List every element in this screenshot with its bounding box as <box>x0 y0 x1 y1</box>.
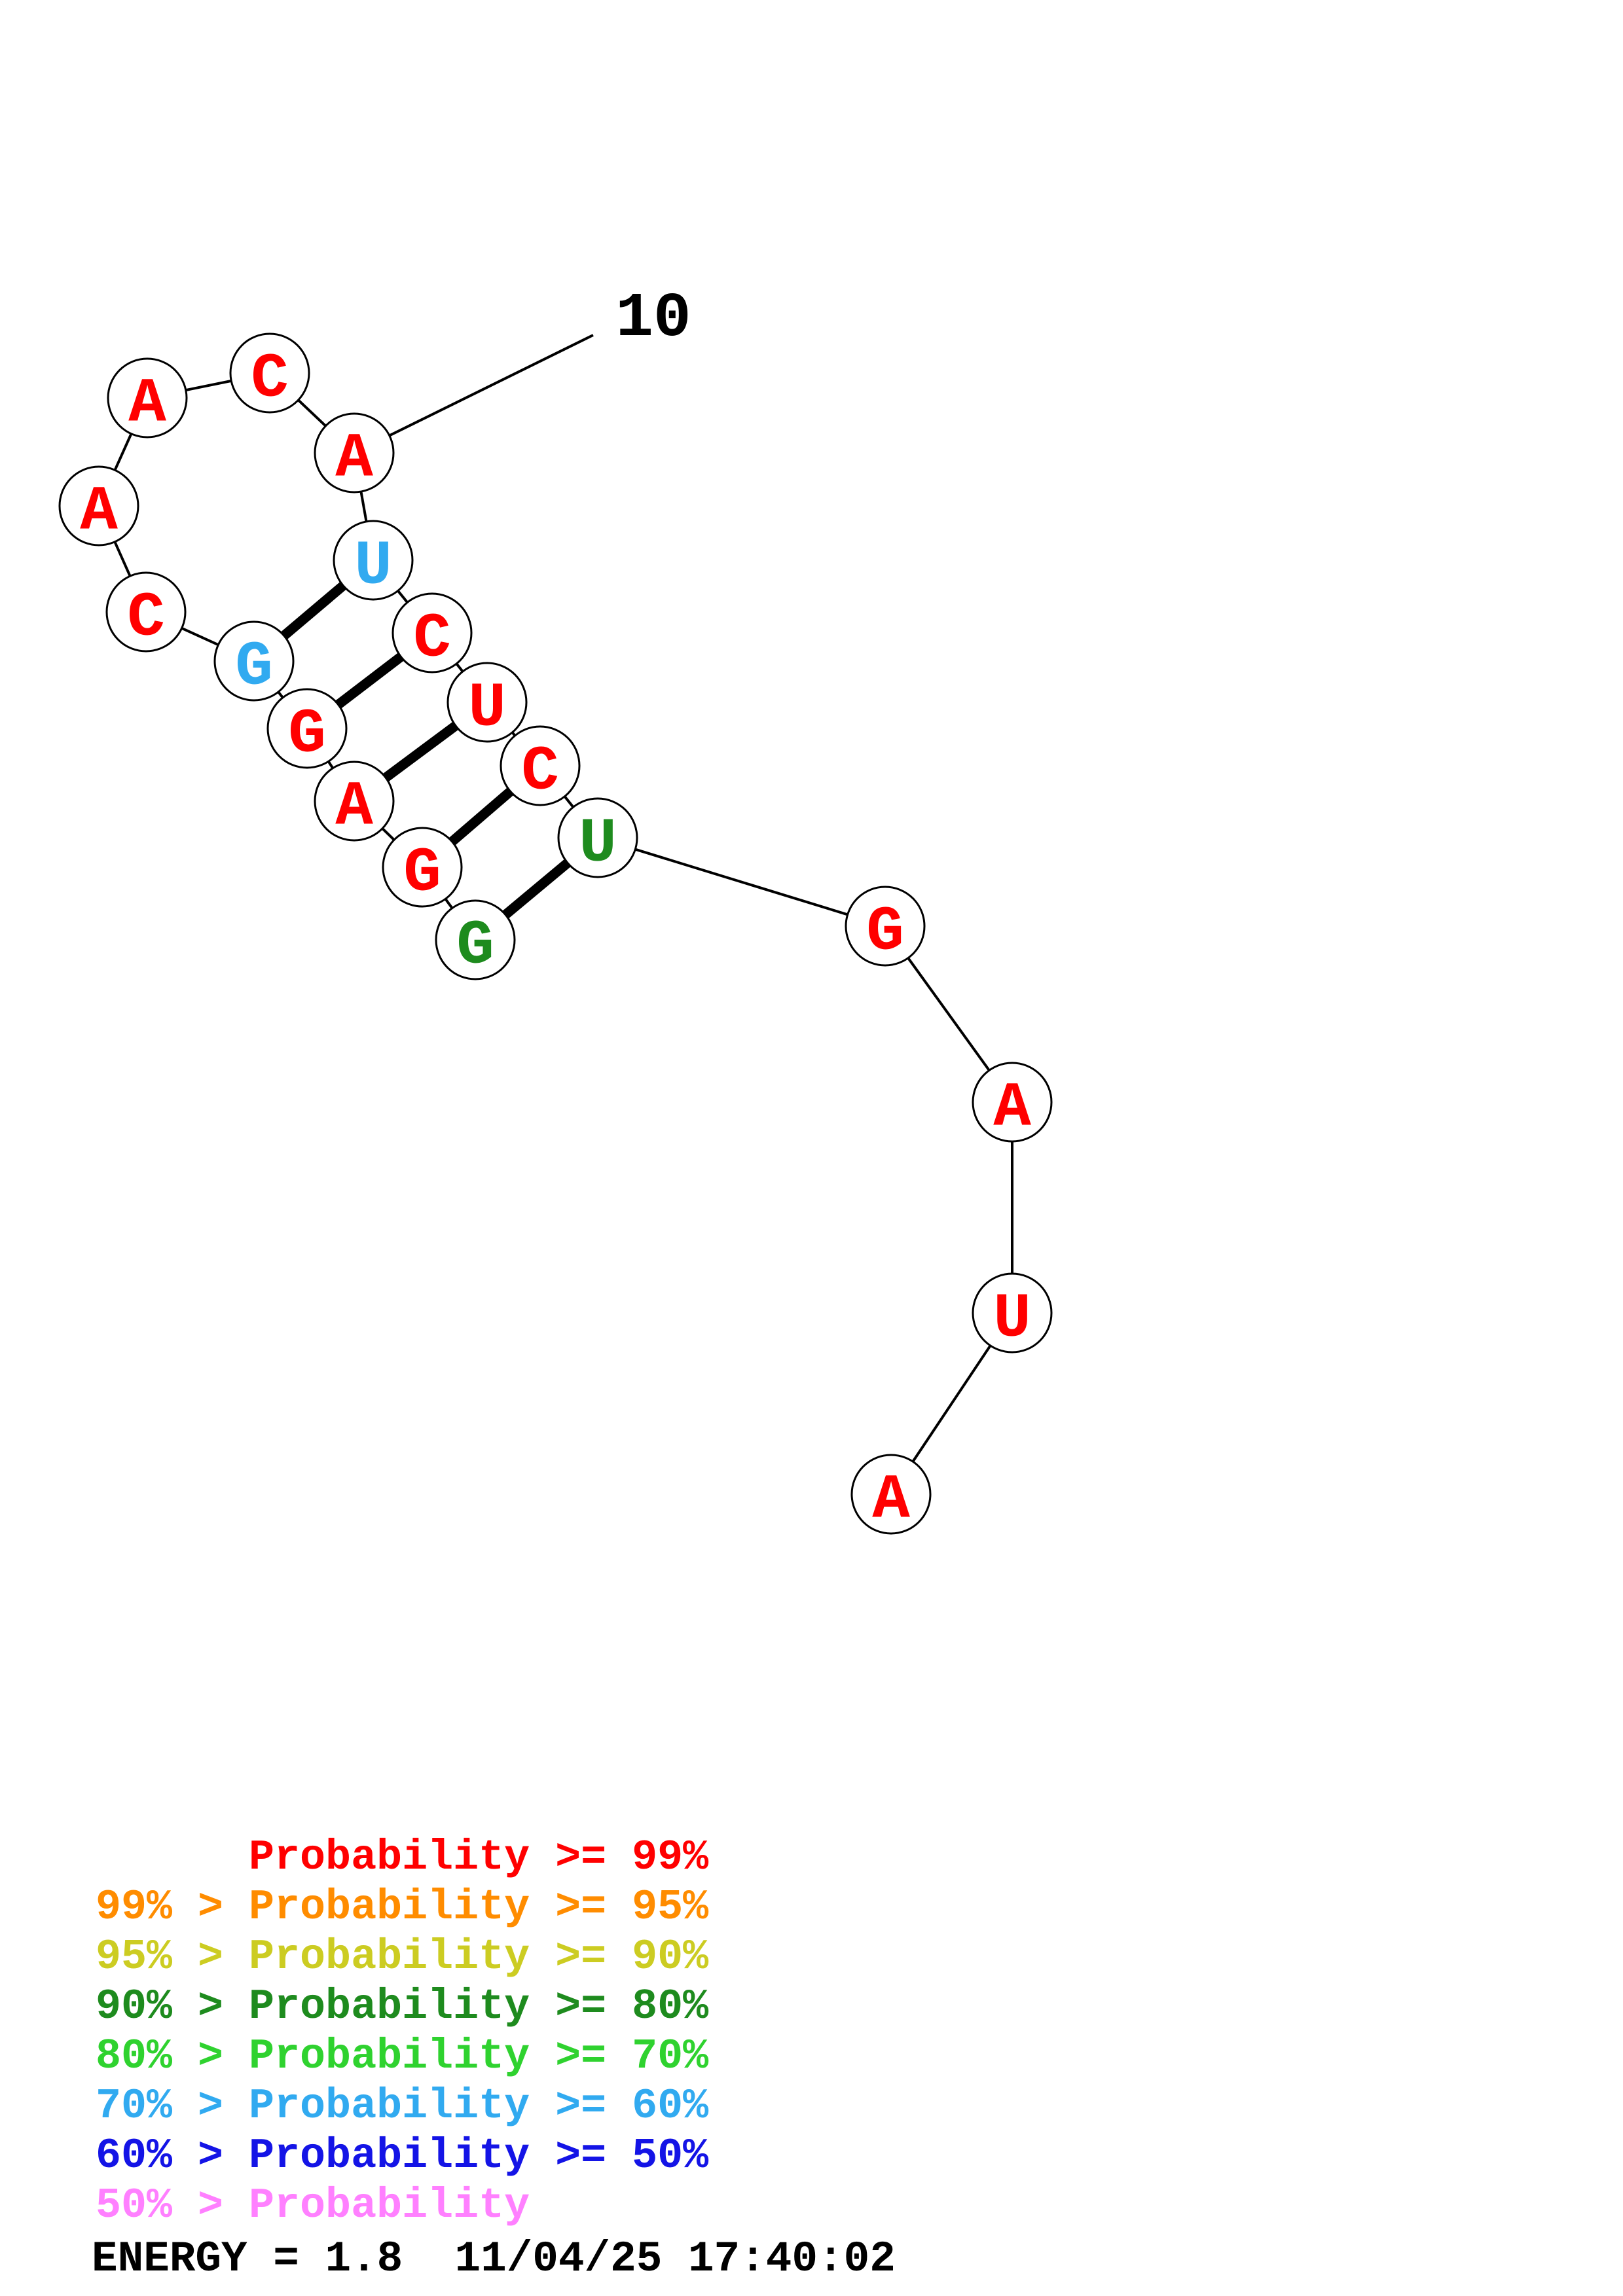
nucleotide-circle-G-2 <box>382 827 463 908</box>
nucleotide-letter-C-6: C <box>127 583 165 654</box>
nucleotide-letter-G-5: G <box>235 632 273 703</box>
nucleotide-circle-C-9 <box>229 332 310 414</box>
number-pointer-line <box>354 334 594 454</box>
nucleotide-letter-A-7: A <box>80 476 118 548</box>
energy-line: ENERGY = 1.8 11/04/25 17:40:02 <box>92 2234 896 2284</box>
nucleotide-circle-A-3 <box>314 761 395 842</box>
legend-row: 50% > Probability <box>96 2181 530 2230</box>
nucleotide-letter-A-10: A <box>335 423 373 495</box>
nucleotide-letter-C-12: C <box>413 603 451 675</box>
nucleotide-circle-A-8 <box>107 357 188 439</box>
nucleotide-letter-A-17: A <box>993 1073 1031 1144</box>
nucleotide-letter-U-18: U <box>993 1283 1031 1355</box>
nucleotide-circle-A-7 <box>58 465 139 547</box>
nucleotide-circle-C-12 <box>392 592 473 673</box>
nucleotide-circle-A-19 <box>850 1454 932 1535</box>
nucleotide-letter-U-15: U <box>579 808 617 880</box>
nucleotide-letter-U-13: U <box>468 673 506 744</box>
nucleotide-circle-G-16 <box>845 886 926 967</box>
nucleotide-circle-U-11 <box>333 520 414 601</box>
nucleotide-letter-A-8: A <box>128 368 166 440</box>
nucleotide-letter-C-14: C <box>521 736 559 808</box>
backbone-bond <box>597 836 886 927</box>
nucleotide-letter-G-16: G <box>866 897 904 968</box>
nucleotide-circle-C-6 <box>105 571 187 653</box>
nucleotide-letter-A-3: A <box>335 772 373 843</box>
nucleotide-circle-A-17 <box>972 1062 1053 1143</box>
legend-row: 95% > Probability >= 90% <box>96 1933 709 1981</box>
legend-row: 99% > Probability >= 95% <box>96 1883 709 1931</box>
legend-row: 90% > Probability >= 80% <box>96 1982 709 2031</box>
nucleotide-circle-G-4 <box>266 688 348 769</box>
nucleotide-circle-U-15 <box>557 797 638 878</box>
legend-row: 70% > Probability >= 60% <box>96 2082 709 2130</box>
probability-legend: Probability >= 99% 99% > Probability >= 9… <box>96 1833 708 2231</box>
nucleotide-letter-A-19: A <box>872 1465 910 1536</box>
legend-row: Probability >= 99% <box>96 1833 709 1882</box>
nucleotide-letter-G-4: G <box>288 699 326 770</box>
nucleotide-letter-G-2: G <box>403 838 441 909</box>
nucleotide-letter-C-9: C <box>251 344 289 415</box>
nucleotide-circle-U-18 <box>972 1272 1053 1354</box>
nucleotide-circle-C-14 <box>500 725 581 806</box>
number-label: 10 <box>615 283 691 354</box>
nucleotide-circle-U-13 <box>447 662 528 743</box>
nucleotide-circle-G-5 <box>213 620 295 702</box>
nucleotide-circle-G-1 <box>435 899 516 980</box>
legend-row: 60% > Probability >= 50% <box>96 2132 709 2180</box>
nucleotide-circle-A-10 <box>314 412 395 493</box>
nucleotide-letter-U-11: U <box>354 531 392 602</box>
legend-row: 80% > Probability >= 70% <box>96 2032 709 2081</box>
nucleotide-letter-G-1: G <box>456 910 494 982</box>
